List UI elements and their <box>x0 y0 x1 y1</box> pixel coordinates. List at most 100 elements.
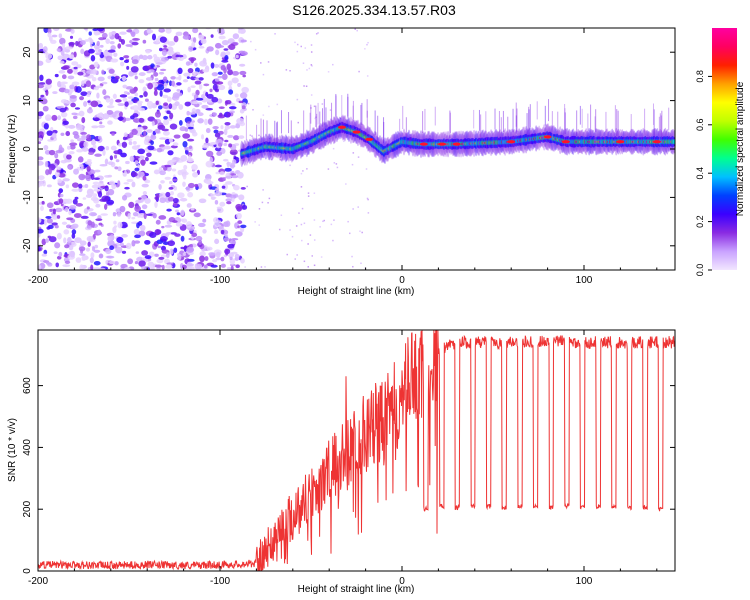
noise-speckle <box>122 84 128 89</box>
noise-speckle <box>187 138 195 142</box>
noise-speckle <box>206 246 213 251</box>
snr-x-label: Height of straight line (km) <box>298 584 415 595</box>
noise-speckle <box>104 185 109 192</box>
noise-speckle <box>200 38 207 45</box>
noise-speckle <box>335 163 338 165</box>
noise-speckle <box>80 48 85 55</box>
noise-speckle <box>59 193 64 198</box>
noise-speckle <box>252 109 254 111</box>
noise-speckle <box>99 163 108 167</box>
noise-speckle <box>317 32 319 34</box>
noise-speckle <box>86 166 91 172</box>
noise-speckle <box>244 266 246 268</box>
noise-speckle <box>138 260 146 267</box>
noise-speckle <box>144 135 151 142</box>
noise-speckle <box>293 139 296 142</box>
noise-speckle <box>105 248 112 255</box>
noise-speckle <box>164 176 171 180</box>
noise-speckle <box>237 220 243 225</box>
noise-speckle <box>212 259 218 263</box>
noise-speckle <box>125 86 134 90</box>
noise-speckle <box>267 202 269 204</box>
noise-speckle <box>54 73 59 78</box>
noise-speckle <box>191 232 198 238</box>
noise-speckle <box>115 246 123 254</box>
noise-speckle <box>88 106 92 110</box>
noise-speckle <box>104 158 109 165</box>
noise-speckle <box>215 81 224 85</box>
noise-speckle <box>307 195 310 197</box>
noise-speckle <box>227 80 233 87</box>
noise-speckle <box>141 161 146 166</box>
noise-speckle <box>123 91 129 94</box>
noise-speckle <box>308 67 311 70</box>
noise-speckle <box>197 222 206 228</box>
noise-speckle <box>347 220 349 223</box>
noise-speckle <box>262 114 265 116</box>
noise-speckle <box>54 152 59 159</box>
noise-speckle <box>106 105 115 109</box>
noise-speckle <box>232 33 240 40</box>
noise-speckle <box>302 170 304 172</box>
noise-speckle <box>211 72 219 77</box>
noise-speckle <box>137 102 143 107</box>
noise-speckle <box>89 64 96 70</box>
noise-speckle <box>156 147 163 153</box>
ridge-streak <box>630 114 632 137</box>
ridge-streak <box>360 104 362 130</box>
noise-speckle <box>78 186 83 193</box>
noise-speckle <box>178 120 183 126</box>
noise-speckle <box>119 56 124 61</box>
y-tick-label: 0 <box>22 568 33 574</box>
noise-speckle <box>146 100 154 108</box>
noise-speckle <box>160 245 167 251</box>
noise-speckle <box>202 228 207 234</box>
heatmap-noise-region <box>38 28 370 270</box>
ridge-streak <box>280 110 282 134</box>
noise-speckle <box>43 219 47 226</box>
noise-speckle <box>84 183 89 188</box>
noise-speckle <box>169 123 178 130</box>
noise-speckle <box>120 61 125 67</box>
ridge-streak <box>473 109 475 129</box>
noise-speckle <box>206 46 214 52</box>
noise-speckle <box>75 40 79 47</box>
noise-speckle <box>39 74 44 82</box>
noise-speckle <box>279 156 282 158</box>
noise-speckle <box>72 115 78 120</box>
noise-speckle <box>63 237 67 244</box>
noise-speckle <box>365 168 368 170</box>
noise-speckle <box>49 208 53 213</box>
noise-speckle <box>85 80 92 88</box>
noise-speckle <box>323 219 326 222</box>
noise-speckle <box>182 181 186 187</box>
noise-speckle <box>239 108 245 114</box>
noise-speckle <box>98 253 104 259</box>
x-tick-label: -200 <box>28 275 48 286</box>
noise-speckle <box>46 184 52 188</box>
noise-speckle <box>237 82 241 87</box>
noise-speckle <box>221 39 230 46</box>
noise-speckle <box>158 256 165 260</box>
noise-speckle <box>109 245 115 251</box>
ridge-streak <box>485 111 487 135</box>
ridge-streak <box>315 105 317 127</box>
noise-speckle <box>276 103 279 106</box>
noise-speckle <box>194 80 202 85</box>
noise-speckle <box>153 54 158 58</box>
noise-speckle <box>301 207 304 210</box>
noise-speckle <box>296 254 298 256</box>
noise-speckle <box>151 120 155 127</box>
noise-speckle <box>167 196 175 202</box>
ridge-hotspot <box>438 142 447 146</box>
noise-speckle <box>114 110 121 114</box>
noise-speckle <box>243 50 245 53</box>
noise-speckle <box>295 225 298 227</box>
noise-speckle <box>132 38 140 41</box>
noise-speckle <box>69 144 76 150</box>
noise-speckle <box>241 204 248 210</box>
noise-speckle <box>163 164 172 168</box>
noise-speckle <box>198 239 203 246</box>
noise-speckle <box>205 137 209 144</box>
ridge-streak <box>605 111 607 135</box>
